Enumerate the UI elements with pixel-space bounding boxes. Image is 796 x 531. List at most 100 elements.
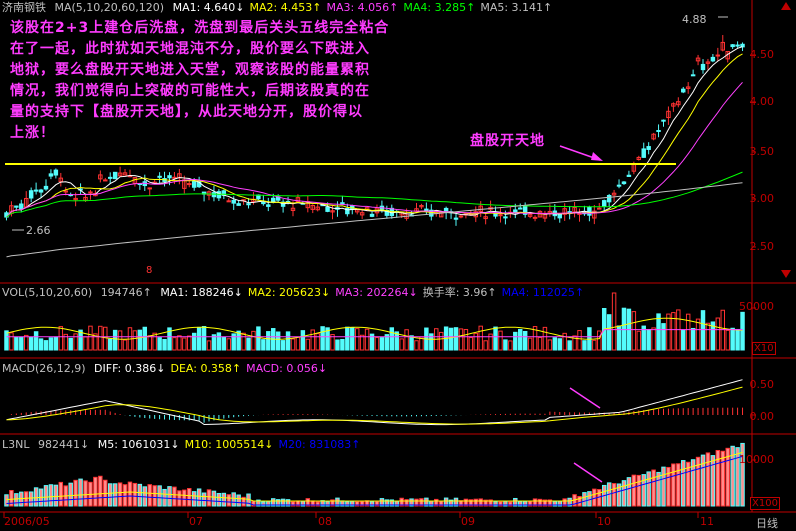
l3nl-bar bbox=[14, 493, 19, 507]
candle-body bbox=[705, 61, 711, 64]
candle-body bbox=[666, 110, 671, 119]
candle-body bbox=[147, 187, 152, 190]
ma-item-4: MA5: 3.141↑ bbox=[480, 1, 553, 14]
candle-body bbox=[636, 156, 642, 161]
vol-bar bbox=[552, 337, 558, 351]
vol-bar bbox=[453, 327, 459, 351]
candle-body bbox=[236, 203, 241, 206]
candle-body bbox=[43, 185, 49, 190]
l3nl-bar bbox=[720, 450, 725, 507]
l3nl-bar bbox=[315, 501, 320, 507]
event-marker[interactable]: 8 bbox=[146, 265, 153, 276]
l3nl-bar bbox=[513, 497, 518, 507]
y-tick-3-00: 3.00 bbox=[749, 192, 775, 205]
l3nl-bar bbox=[537, 498, 543, 507]
l3nl-bar bbox=[389, 499, 395, 507]
stock-name[interactable]: 济南钢铁 bbox=[2, 1, 46, 14]
vol-bar bbox=[488, 333, 493, 351]
ma-item-3: MA4: 3.285↑ bbox=[403, 1, 476, 14]
l3nl-bar bbox=[542, 499, 548, 507]
vol-bar bbox=[14, 336, 19, 351]
l3nl-bar bbox=[98, 475, 103, 507]
vol-bar bbox=[690, 327, 696, 351]
low-label: 2.66 bbox=[26, 224, 51, 237]
annotation-line-5: 上涨！ bbox=[10, 125, 55, 141]
vol-bar bbox=[191, 332, 197, 351]
l3nl-value: 982441↓ bbox=[37, 438, 90, 451]
vol-bar bbox=[221, 336, 227, 351]
l3nl-bar bbox=[443, 497, 449, 507]
vol-bar bbox=[394, 331, 399, 351]
scroll-down-icon bbox=[781, 270, 791, 278]
candle-body bbox=[429, 209, 434, 217]
candle-body bbox=[661, 119, 666, 122]
candle-body bbox=[730, 44, 735, 48]
vol-bar bbox=[359, 334, 365, 351]
macd-header: MACD(26,12,9) DIFF: 0.386↓ DEA: 0.358↑ MAC… bbox=[2, 362, 337, 375]
vol-bar bbox=[557, 338, 562, 351]
vol-bar bbox=[715, 317, 721, 351]
candle-body bbox=[216, 191, 222, 199]
vol-bar bbox=[236, 330, 241, 351]
ma-line-4 bbox=[6, 182, 743, 258]
candle-body bbox=[651, 133, 656, 140]
candle-body bbox=[167, 175, 172, 179]
vol-bar bbox=[147, 335, 152, 351]
l3nl-bar bbox=[285, 499, 291, 507]
l3nl-bar bbox=[33, 487, 39, 507]
ma-item-1: MA2: 4.453↑ bbox=[249, 1, 322, 14]
vol-bar bbox=[83, 336, 88, 351]
vol-ma-item-4: MA4: 112025↑ bbox=[501, 286, 585, 299]
vol-bar bbox=[285, 331, 291, 351]
l3nl-bar bbox=[354, 501, 360, 507]
date-label-07: 07 bbox=[189, 515, 203, 528]
vol-bar bbox=[330, 334, 335, 351]
vol-bar bbox=[48, 337, 54, 351]
vol-bar bbox=[582, 340, 587, 351]
vol-label: VOL(5,10,20,60) bbox=[2, 286, 93, 299]
l3nl-m10-line bbox=[6, 451, 743, 502]
scroll-up-icon bbox=[781, 2, 791, 10]
l3nl-bar bbox=[231, 492, 236, 507]
vol-ma-item-3: 换手率: 3.96↑ bbox=[422, 286, 497, 299]
dea-line bbox=[6, 386, 743, 425]
l3nl-bar bbox=[671, 463, 676, 507]
vol-bar bbox=[700, 310, 706, 351]
macd-item-2: MACD: 0.056↓ bbox=[246, 362, 328, 375]
candle-body bbox=[498, 214, 503, 217]
vol-bar bbox=[473, 332, 478, 351]
l3nl-bar bbox=[112, 483, 118, 507]
l3nl-bar bbox=[434, 498, 439, 507]
candle-body bbox=[592, 210, 597, 219]
l3nl-bar bbox=[216, 492, 222, 507]
vol-bar bbox=[231, 333, 236, 351]
vol-bar bbox=[493, 326, 498, 351]
macd-y-tick-050: 0.50 bbox=[749, 378, 775, 391]
vol-bar bbox=[409, 335, 414, 351]
period-label[interactable]: 日线 bbox=[756, 517, 778, 530]
ma-line-1 bbox=[6, 53, 743, 218]
vol-bar bbox=[251, 330, 256, 351]
candle-body bbox=[513, 209, 518, 213]
vol-bar bbox=[740, 311, 745, 351]
l3nl-bar bbox=[616, 483, 622, 507]
vol-bar bbox=[177, 335, 182, 351]
l3nl-bar bbox=[152, 485, 157, 507]
annotation-line-1: 在了一起，此时犹如天地混沌不分，股价要么下跌进入 bbox=[10, 41, 370, 57]
candle-body bbox=[597, 207, 602, 210]
vol-bar bbox=[705, 322, 711, 351]
vol-bar bbox=[611, 292, 617, 351]
l3nl-bar bbox=[685, 461, 691, 507]
vol-ma-line-2 bbox=[6, 329, 743, 338]
l3nl-bar bbox=[621, 480, 627, 507]
vol-bar bbox=[107, 338, 113, 351]
candle-body bbox=[187, 183, 192, 186]
macd-item-0: DIFF: 0.386↓ bbox=[94, 362, 166, 375]
l3nl-bar bbox=[414, 498, 419, 507]
ma-item-0: MA1: 4.640↓ bbox=[172, 1, 245, 14]
l3nl-bar bbox=[305, 498, 311, 507]
vol-bar bbox=[275, 331, 281, 351]
vol-bar bbox=[661, 323, 666, 351]
vol-bar bbox=[513, 331, 518, 351]
